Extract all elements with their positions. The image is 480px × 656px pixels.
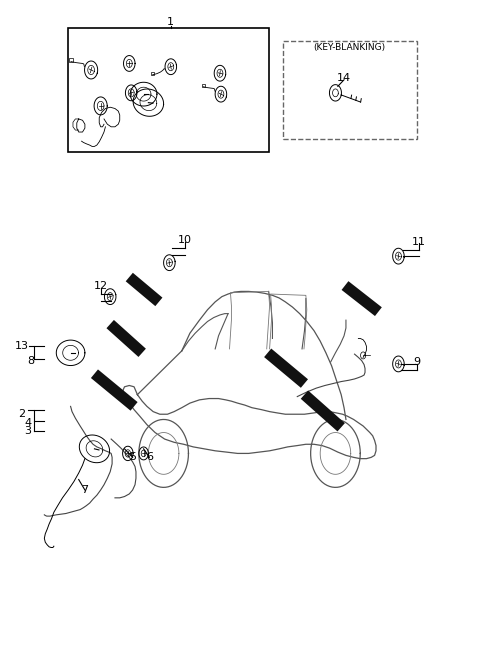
Bar — [151, 72, 154, 75]
Text: (KEY-BLANKING): (KEY-BLANKING) — [314, 43, 386, 52]
Text: 6: 6 — [146, 453, 153, 462]
Bar — [69, 58, 72, 62]
Text: 13: 13 — [14, 341, 28, 352]
Bar — [68, 28, 269, 152]
Text: 1: 1 — [168, 17, 174, 28]
Bar — [283, 41, 417, 138]
Text: 2: 2 — [18, 409, 25, 419]
Text: 8: 8 — [27, 356, 35, 365]
Text: 3: 3 — [24, 426, 31, 436]
Text: 12: 12 — [94, 281, 108, 291]
Text: 4: 4 — [24, 418, 31, 428]
Text: 11: 11 — [412, 237, 426, 247]
Text: 7: 7 — [81, 485, 88, 495]
Text: 9: 9 — [413, 357, 420, 367]
Text: 10: 10 — [178, 235, 192, 245]
Text: 5: 5 — [129, 453, 136, 462]
Text: 14: 14 — [337, 73, 351, 83]
Bar — [202, 83, 205, 87]
